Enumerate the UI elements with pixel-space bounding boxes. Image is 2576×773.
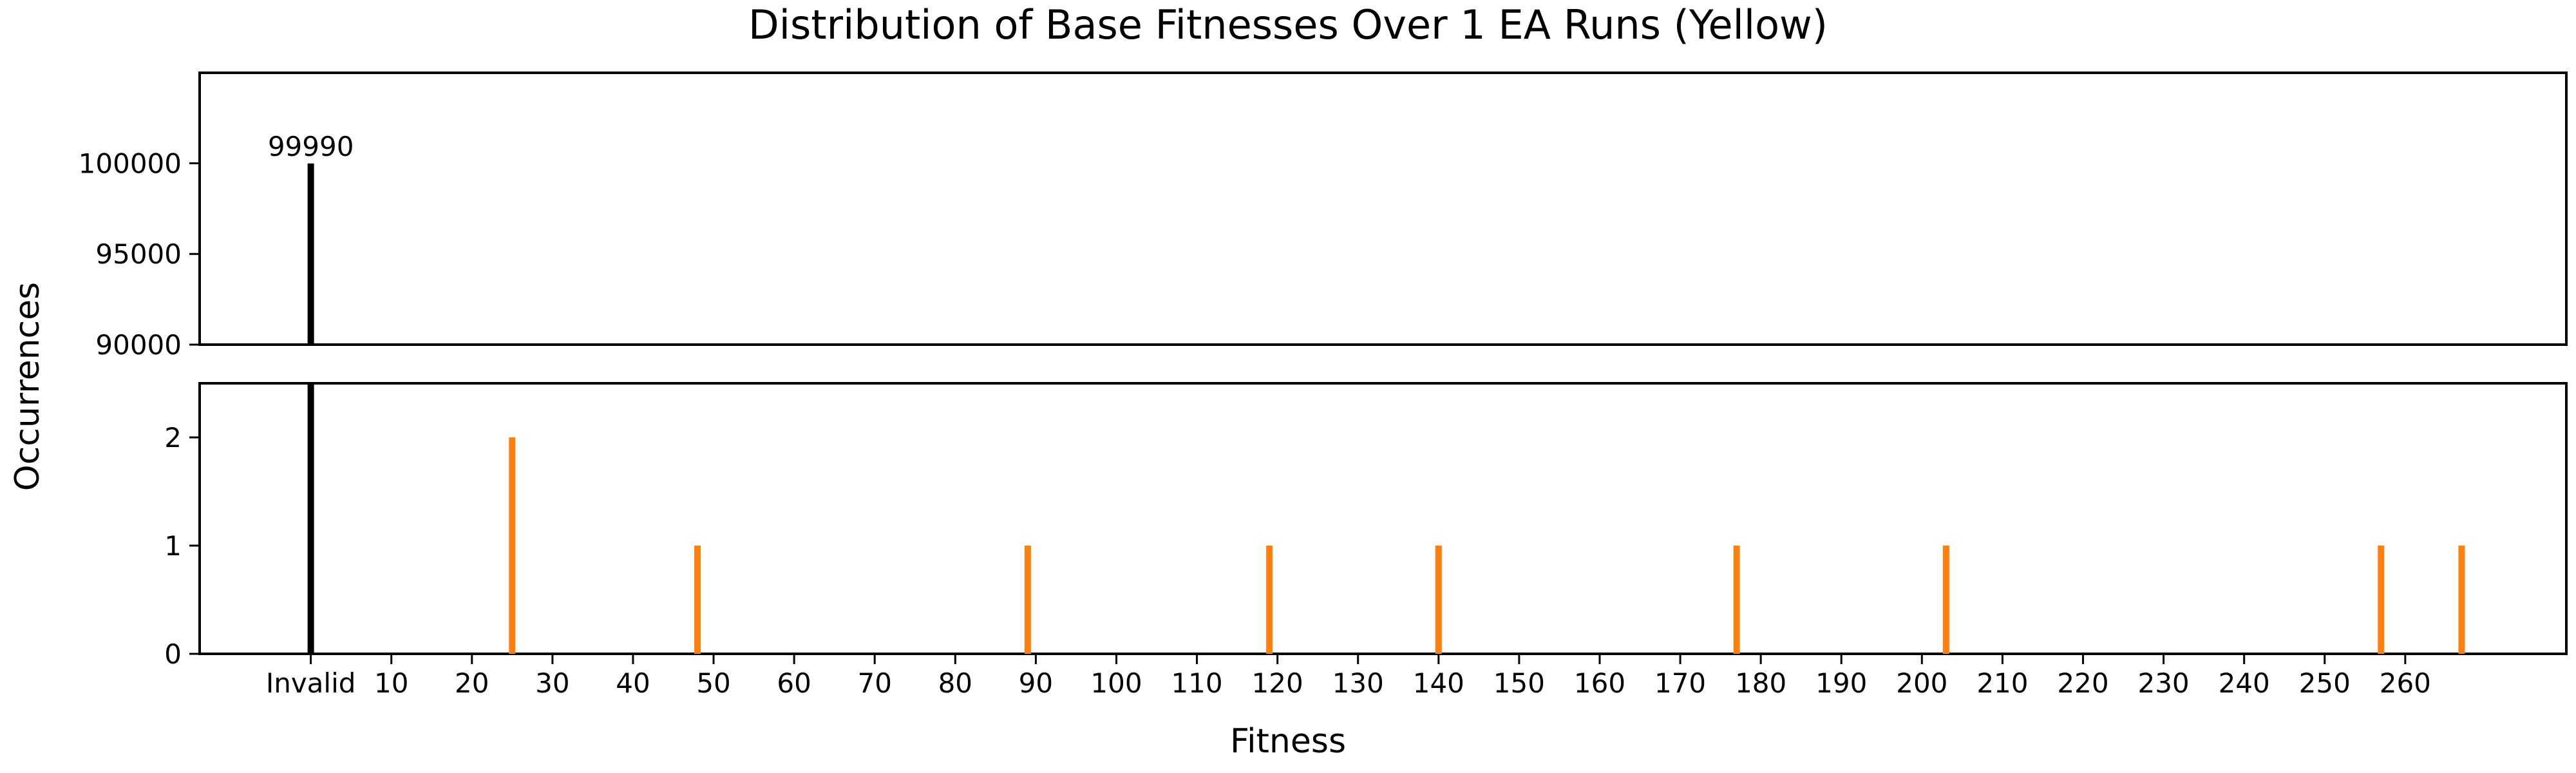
x-tick-label: 180 xyxy=(1735,667,1786,699)
x-tick-label: 130 xyxy=(1332,667,1384,699)
x-tick-label: 50 xyxy=(696,667,730,699)
x-tick-label: 200 xyxy=(1896,667,1947,699)
x-tick-label: 170 xyxy=(1654,667,1706,699)
x-axis-ticks: Invalid 10 20 30 40 50 60 70 80 90 100 110 120 130 140… xyxy=(266,654,2431,699)
fitness-bar xyxy=(694,546,701,654)
x-tick-label: 140 xyxy=(1413,667,1464,699)
invalid-bar-lower xyxy=(307,383,314,654)
x-tick-label: 120 xyxy=(1252,667,1303,699)
x-tick-label: 210 xyxy=(1976,667,2028,699)
fitness-bar xyxy=(509,437,516,654)
x-tick-label: 40 xyxy=(616,667,650,699)
x-tick-label: 70 xyxy=(857,667,891,699)
lower-y-tick-label: 2 xyxy=(164,422,182,453)
x-tick-label: 10 xyxy=(374,667,408,699)
x-tick-label: 80 xyxy=(938,667,972,699)
fitness-bar xyxy=(2458,546,2465,654)
upper-frame xyxy=(198,72,2568,346)
upper-y-tick-label: 90000 xyxy=(95,329,182,361)
upper-y-tick-label: 95000 xyxy=(95,238,182,270)
fitness-bar xyxy=(1266,546,1273,654)
x-tick-label: 230 xyxy=(2137,667,2189,699)
chart-title: Distribution of Base Fitnesses Over 1 EA… xyxy=(748,1,1828,48)
fitness-bar xyxy=(1435,546,1442,654)
x-axis-label: Fitness xyxy=(1230,722,1346,761)
fitness-bar xyxy=(2378,546,2385,654)
fitness-bar xyxy=(1024,546,1031,654)
x-tick-label: 240 xyxy=(2219,667,2270,699)
x-tick-label: 30 xyxy=(535,667,569,699)
lower-frame xyxy=(198,382,2568,655)
fitness-bar xyxy=(1733,546,1740,654)
y-axis-label: Occurrences xyxy=(8,282,47,491)
x-tick-label: 250 xyxy=(2299,667,2351,699)
x-tick-label: 110 xyxy=(1171,667,1222,699)
x-tick-label: 150 xyxy=(1493,667,1545,699)
upper-y-tick-label: 100000 xyxy=(79,148,182,179)
x-tick-label: 100 xyxy=(1090,667,1142,699)
lower-y-tick-label: 0 xyxy=(164,638,182,670)
x-tick-label: 60 xyxy=(777,667,811,699)
x-tick-label: 90 xyxy=(1019,667,1053,699)
fitness-bar xyxy=(1942,546,1949,654)
x-tick-label: 160 xyxy=(1574,667,1625,699)
upper-panel: 90000 95000 100000 99990 xyxy=(79,72,2568,361)
x-tick-label: 220 xyxy=(2057,667,2108,699)
x-tick-label: 20 xyxy=(455,667,489,699)
x-tick-label: 190 xyxy=(1815,667,1867,699)
invalid-bar-upper xyxy=(307,163,314,345)
lower-y-tick-label: 1 xyxy=(164,530,182,562)
x-tick-label: Invalid xyxy=(266,667,356,699)
x-tick-label: 260 xyxy=(2380,667,2431,699)
lower-panel: 0 1 2 xyxy=(164,382,2568,670)
invalid-bar-value-label: 99990 xyxy=(268,131,354,162)
